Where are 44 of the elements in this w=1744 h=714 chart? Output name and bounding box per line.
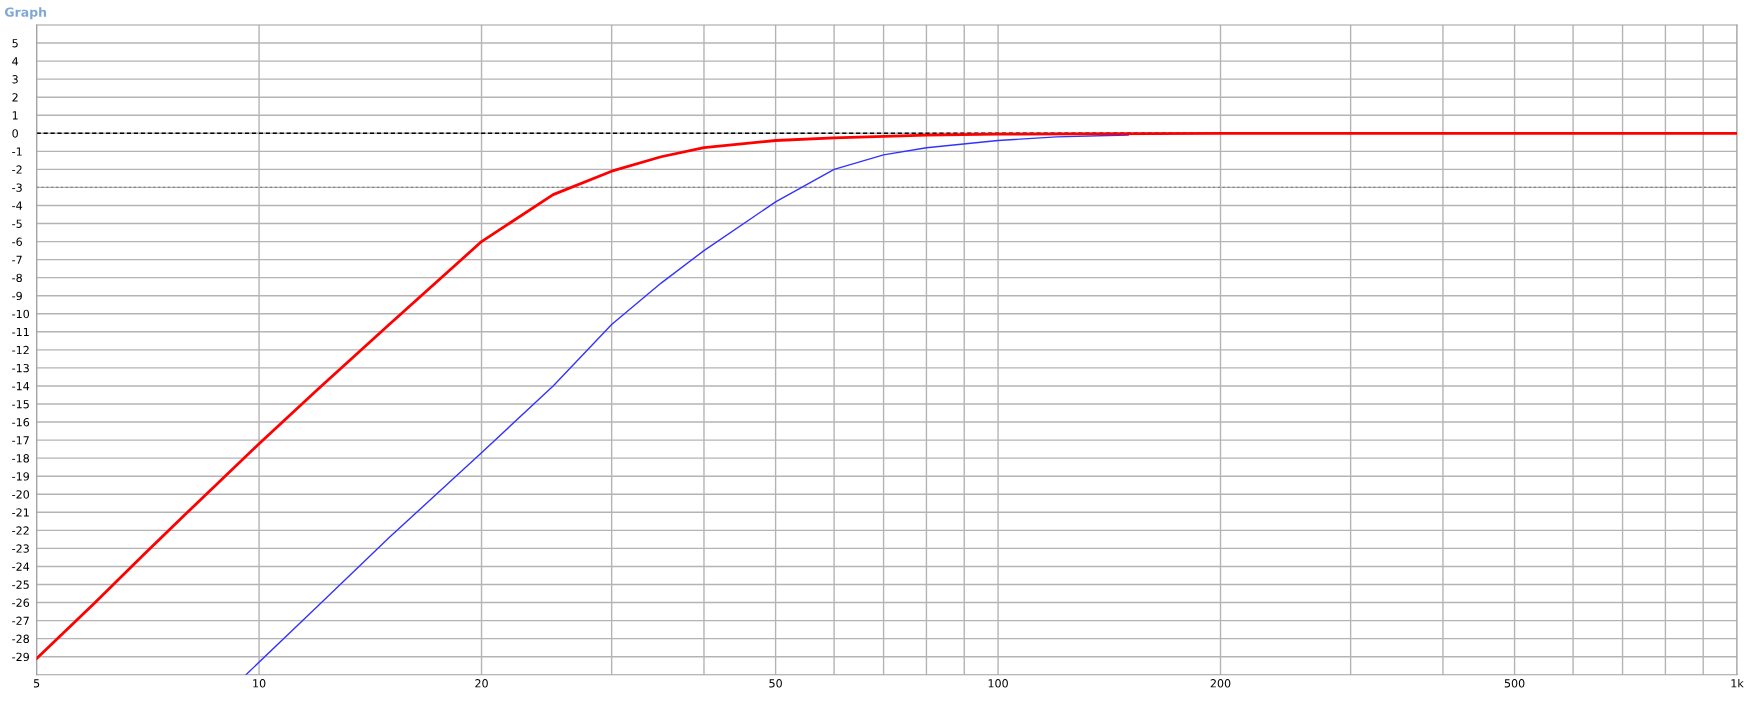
x-tick-label: 20 [475,679,488,688]
x-tick-label: 50 [769,679,782,688]
y-tick-label: 3 [12,75,18,84]
y-tick-label: -22 [12,526,29,535]
y-tick-label: -7 [12,255,22,264]
x-tick-label: 1k [1731,678,1744,688]
y-tick-label: -5 [12,219,22,228]
x-tick-label: 200 [1210,679,1231,688]
y-tick-label: -2 [12,165,22,174]
chart-title: Graph [4,7,47,20]
y-tick-label: -20 [12,490,30,499]
y-tick-label: -15 [12,400,29,409]
y-tick-label: -10 [12,309,30,319]
x-tick-label: 5 [33,679,40,688]
y-tick-label: -18 [12,454,30,463]
y-tick-label: -24 [12,562,30,571]
y-tick-label: -12 [12,345,29,355]
y-tick-label: -11 [12,327,29,337]
y-tick-label: -4 [12,201,23,210]
y-tick-label: -6 [12,237,22,246]
y-tick-label: -1 [12,147,22,156]
y-tick-label: -17 [12,436,29,445]
y-tick-label: -16 [12,418,30,427]
y-tick-label: -27 [12,616,29,625]
x-tick-label: 100 [988,679,1008,688]
y-tick-label: -19 [12,472,29,481]
y-tick-label: -14 [12,382,30,391]
y-tick-label: 0 [12,129,18,138]
y-tick-label: 5 [12,39,18,48]
y-tick-label: -21 [12,508,29,517]
y-tick-label: 2 [12,93,18,102]
y-tick-label: -25 [12,580,29,589]
y-tick-label: -29 [12,652,29,662]
y-tick-label: -23 [12,544,29,553]
y-tick-label: -26 [12,598,30,607]
y-tick-label: -9 [12,291,22,301]
y-tick-label: -13 [12,363,29,373]
x-tick-label: 10 [253,679,266,688]
y-tick-label: -3 [12,183,22,192]
y-tick-label: 1 [12,111,18,120]
y-tick-label: -28 [12,634,30,644]
y-tick-label: -8 [12,273,22,283]
x-tick-label: 500 [1504,679,1525,688]
y-tick-label: 4 [12,57,19,66]
